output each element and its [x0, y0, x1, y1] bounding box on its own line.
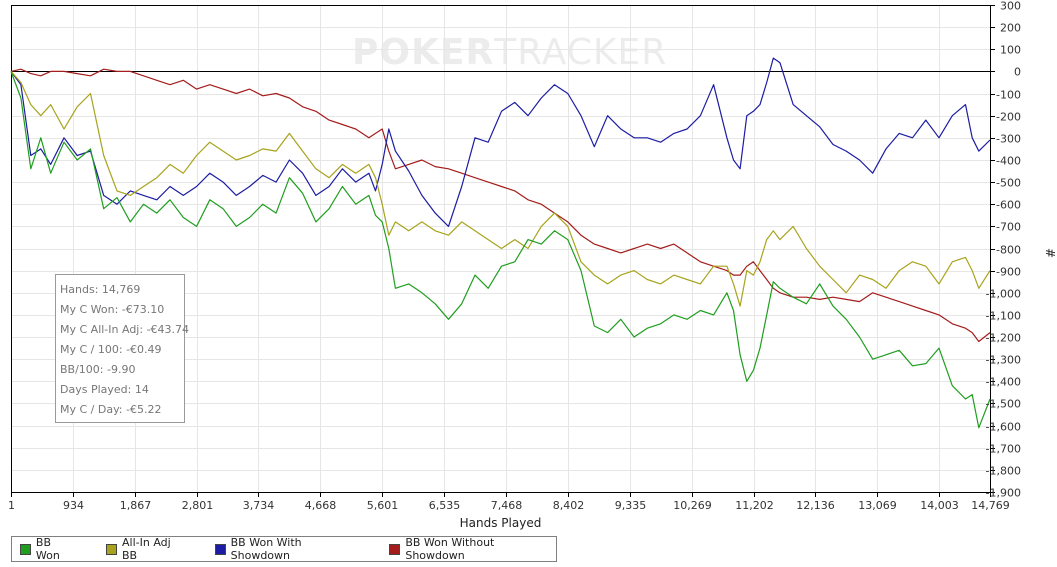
x-tick-label: 934 [63, 499, 84, 512]
y-tick-label: -300 [996, 133, 1021, 146]
series-line-bb-won-without-showdown [10, 68, 991, 343]
y-tick-label: -1,700 [986, 443, 1021, 456]
series-line-bb-won-with-showdown [10, 57, 991, 227]
x-axis-ticks: 1 934 1,867 2,801 3,734 4,668 5,601 6,535 7,468 8… [8, 492, 1010, 512]
y-tick-label: 100 [1000, 44, 1021, 57]
series-line-all-in-adj-bb [10, 71, 991, 307]
y-tick-label: -1,000 [986, 288, 1021, 301]
legend-label: BB Won With Showdown [230, 536, 302, 562]
y-tick-label: -700 [996, 221, 1021, 234]
stat-all-in-adj: My C All-In Adj: -€43.74 [60, 323, 190, 336]
x-tick-label: 1,867 [120, 499, 152, 512]
x-tick-label: 1 [8, 499, 15, 512]
y-tick-label: -1,800 [986, 465, 1021, 478]
legend-label: BB Won [35, 536, 60, 562]
x-tick-label: 9,335 [615, 499, 647, 512]
x-tick-label: 13,069 [858, 499, 897, 512]
legend-swatch [389, 543, 401, 555]
legend-swatch [214, 543, 226, 555]
y-tick-label: 0 [1014, 66, 1021, 79]
x-tick-label: 2,801 [182, 499, 214, 512]
legend-item-bb-won-with-showdown[interactable]: BB Won With Showdown [214, 536, 364, 562]
series-layer [10, 57, 991, 429]
y-tick-label: -1,600 [986, 421, 1021, 434]
y-tick-label: 200 [1000, 22, 1021, 35]
x-tick-label: 3,734 [243, 499, 275, 512]
x-tick-label: 4,668 [305, 499, 337, 512]
stats-box: Hands: 14,769 My C Won: -€73.10 My C All… [55, 274, 190, 423]
y-axis-title: # [1043, 248, 1057, 258]
legend-item-bb-won[interactable]: BB Won [20, 536, 78, 562]
x-tick-label: 11,202 [735, 499, 774, 512]
x-axis-title: Hands Played [460, 516, 542, 530]
legend-item-bb-won-without-showdown[interactable]: BB Won Without Showdown [389, 536, 556, 562]
y-axis-ticks: 300 200 100 0 -100 -200 -300 -400 -500 -600 -700 -8… [986, 0, 1021, 500]
legend-label: All-In Adj BB [122, 536, 171, 562]
stat-my-c-per-100: My C / 100: -€0.49 [60, 343, 162, 356]
stat-bb-per-100: BB/100: -9.90 [60, 363, 136, 376]
x-tick-label: 8,402 [553, 499, 585, 512]
legend-item-all-in-adj-bb[interactable]: All-In Adj BB [106, 536, 189, 562]
y-tick-label: -200 [996, 111, 1021, 124]
x-tick-label: 10,269 [673, 499, 712, 512]
x-tick-label: 14,003 [920, 499, 959, 512]
x-tick-label: 5,601 [367, 499, 399, 512]
x-tick-label: 7,468 [491, 499, 523, 512]
x-tick-label: 14,769 [971, 499, 1010, 512]
stat-my-c-won: My C Won: -€73.10 [60, 303, 165, 316]
y-tick-label: -1,500 [986, 398, 1021, 411]
y-tick-label: 300 [1000, 0, 1021, 13]
y-tick-label: -1,100 [986, 310, 1021, 323]
y-tick-label: -1,900 [986, 487, 1021, 500]
y-tick-label: -600 [996, 199, 1021, 212]
stat-hands: Hands: 14,769 [60, 283, 141, 296]
y-tick-label: -800 [996, 244, 1021, 257]
series-line-bb-won [10, 71, 991, 429]
y-tick-label: -400 [996, 155, 1021, 168]
y-tick-label: -1,300 [986, 354, 1021, 367]
stat-my-c-per-day: My C / Day: -€5.22 [60, 403, 162, 416]
legend-swatch [20, 543, 31, 555]
y-tick-label: -500 [996, 177, 1021, 190]
x-tick-label: 12,136 [796, 499, 835, 512]
y-tick-label: -100 [996, 89, 1021, 102]
chart-legend: BB Won All-In Adj BB BB Won With Showdow… [11, 536, 557, 562]
pokertracker-watermark-logo: POKERTRACKER [352, 32, 668, 73]
y-tick-label: -1,200 [986, 332, 1021, 345]
y-tick-label: -900 [996, 266, 1021, 279]
legend-label: BB Won Without Showdown [405, 536, 495, 562]
legend-swatch [106, 543, 117, 555]
x-tick-label: 6,535 [429, 499, 461, 512]
y-tick-label: -1,400 [986, 376, 1021, 389]
stat-days-played: Days Played: 14 [60, 383, 149, 396]
